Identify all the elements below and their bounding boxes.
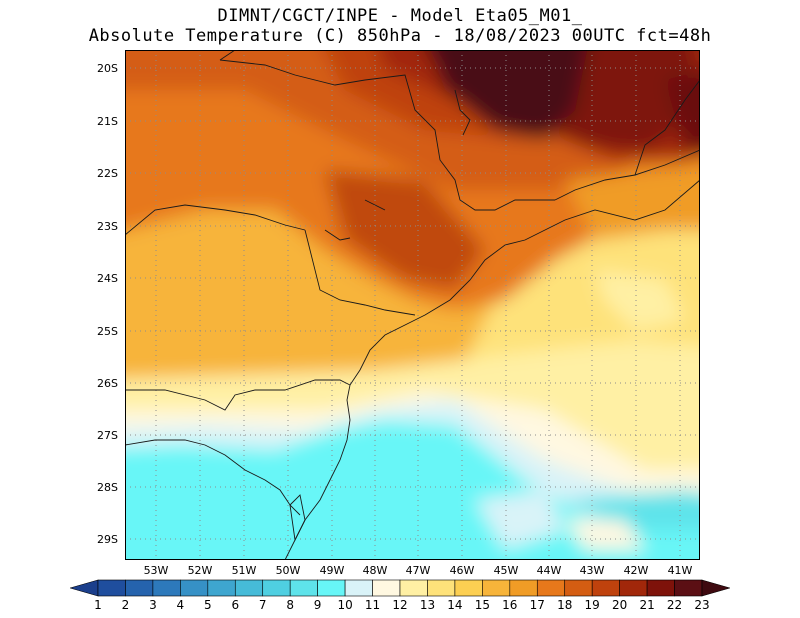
colorbar-segment xyxy=(152,579,181,597)
colorbar-label: 10 xyxy=(337,598,353,612)
lagoa xyxy=(289,494,306,542)
border-rj-es xyxy=(634,79,700,176)
coastline xyxy=(284,179,700,560)
colorbar-segment xyxy=(372,579,401,597)
colorbar-label: 13 xyxy=(419,598,436,612)
colorbar-segment xyxy=(234,579,264,597)
colorbar-segment xyxy=(427,579,456,597)
colorbar-label: 12 xyxy=(392,598,408,612)
title-line-1: DIMNT/CGCT/INPE - Model Eta05_M01_ xyxy=(217,6,583,26)
border-sc-rs xyxy=(125,439,301,516)
lon-label: 53W xyxy=(143,564,169,577)
colorbar-label: 5 xyxy=(203,598,212,612)
colorbar-label: 1 xyxy=(94,598,102,612)
colorbar xyxy=(70,579,730,597)
colorbar-label: 9 xyxy=(313,598,322,612)
colorbar-segment xyxy=(509,579,538,597)
lat-label: 24S xyxy=(97,272,118,285)
colorbar-segment xyxy=(536,579,566,597)
lon-label: 44W xyxy=(536,564,562,577)
lon-label: 46W xyxy=(449,564,475,577)
lat-label: 28S xyxy=(97,481,118,494)
colorbar-label: 2 xyxy=(121,598,130,612)
colorbar-label: 16 xyxy=(502,598,518,612)
colorbar-label: 7 xyxy=(258,598,267,612)
colorbar-label: 18 xyxy=(557,598,573,612)
lon-label: 41W xyxy=(667,564,693,577)
boundaries xyxy=(125,50,700,560)
border-pr-sp xyxy=(304,229,416,316)
colorbar-label: 8 xyxy=(286,598,294,612)
lon-label: 49W xyxy=(319,564,345,577)
colorbar-arrow-low xyxy=(70,579,99,597)
lat-label: 20S xyxy=(97,62,118,75)
colorbar-segment xyxy=(454,579,483,597)
lat-label: 27S xyxy=(97,429,118,442)
lon-label: 50W xyxy=(275,564,301,577)
colorbar-label: 17 xyxy=(529,598,545,612)
temperature-map xyxy=(125,50,700,560)
colorbar-label: 3 xyxy=(149,598,157,612)
colorbar-label: 11 xyxy=(364,598,381,612)
rivers xyxy=(324,89,471,241)
lon-label: 45W xyxy=(493,564,519,577)
lat-label: 22S xyxy=(97,167,118,180)
lon-label: 43W xyxy=(579,564,605,577)
lat-label: 23S xyxy=(97,220,118,233)
colorbar-segment xyxy=(125,579,154,597)
lat-label: 29S xyxy=(97,533,118,546)
temperature-field xyxy=(125,50,700,560)
colorbar-segment xyxy=(399,579,428,597)
colorbar-segment xyxy=(344,579,373,597)
lon-label: 52W xyxy=(187,564,213,577)
title-line-2: Absolute Temperature (C) 850hPa - 18/08/… xyxy=(88,26,712,46)
lat-label: 21S xyxy=(97,115,118,128)
border-mg-rj xyxy=(554,149,700,201)
colorbar-label: 20 xyxy=(611,598,628,612)
colorbar-segment xyxy=(97,579,126,597)
colorbar-label: 15 xyxy=(474,598,490,612)
border-mg-north xyxy=(219,50,236,61)
colorbar-segment xyxy=(262,579,291,597)
border-mg-sp xyxy=(219,59,555,211)
colorbar-segment xyxy=(317,579,346,597)
colorbar-arrow-high xyxy=(701,579,730,597)
colorbar-segment xyxy=(591,579,620,597)
lon-label: 47W xyxy=(405,564,431,577)
colorbar-segment xyxy=(564,579,593,597)
colorbar-label: 22 xyxy=(666,598,683,612)
colorbar-segment xyxy=(646,579,675,597)
colorbar-segment xyxy=(482,579,511,597)
colorbar-segment xyxy=(619,579,648,597)
lat-label: 25S xyxy=(97,325,118,338)
colorbar-label: 23 xyxy=(694,598,710,612)
border-ms-sp xyxy=(125,204,306,236)
colorbar-label: 14 xyxy=(447,598,463,612)
colorbar-segment xyxy=(180,579,209,597)
lon-label: 42W xyxy=(623,564,649,577)
colorbar-segment xyxy=(289,579,318,597)
colorbar-label: 4 xyxy=(176,598,185,612)
colorbar-label: 21 xyxy=(639,598,655,612)
lon-label: 48W xyxy=(362,564,388,577)
lon-label: 51W xyxy=(231,564,257,577)
lat-label: 26S xyxy=(97,377,118,390)
colorbar-label: 19 xyxy=(584,598,600,612)
colorbar-segment xyxy=(674,579,703,597)
colorbar-segment xyxy=(207,579,236,597)
border-pr-sc xyxy=(125,379,351,411)
colorbar-label: 6 xyxy=(231,598,240,612)
